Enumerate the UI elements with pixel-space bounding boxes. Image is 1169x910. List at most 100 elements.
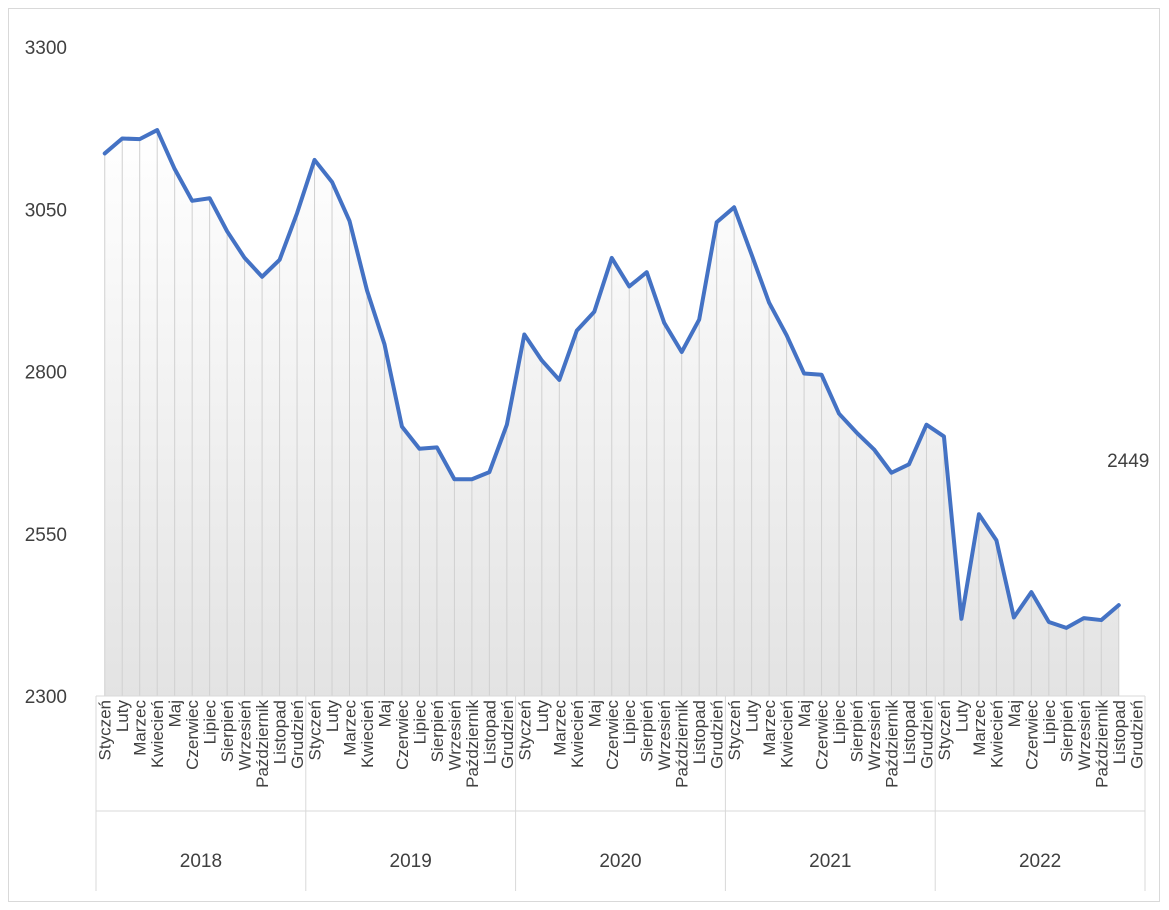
month-tick-label: Czerwiec (183, 700, 202, 770)
month-tick-label: Październik (882, 700, 901, 788)
month-tick-label: Kwiecień (987, 700, 1006, 768)
data-point (120, 137, 124, 141)
data-point (575, 329, 579, 333)
month-tick-label: Marzec (760, 700, 779, 756)
year-label: 2021 (809, 851, 851, 872)
month-tick-label: Styczeń (725, 700, 744, 760)
month-tick-label: Maj (1005, 700, 1024, 727)
year-label: 2022 (1019, 851, 1061, 872)
month-tick-label: Styczeń (306, 700, 325, 760)
data-point (1047, 620, 1051, 624)
data-point (103, 151, 107, 155)
month-tick-label: Maj (375, 700, 394, 727)
month-tick-label: Luty (323, 700, 342, 733)
data-point (662, 321, 666, 325)
month-tick-label: Sierpień (428, 700, 447, 762)
data-point (313, 158, 317, 162)
month-tick-label: Maj (166, 700, 185, 727)
month-tick-label: Grudzień (288, 700, 307, 769)
year-label: 2020 (599, 851, 641, 872)
month-tick-label: Lipiec (410, 700, 429, 745)
month-tick-label: Grudzień (498, 700, 517, 769)
month-tick-label: Listopad (900, 700, 919, 764)
data-point (470, 477, 474, 481)
data-point (697, 318, 701, 322)
data-point (942, 434, 946, 438)
chart-frame: 2300 2550 2800 3050 3300 Styczeń Luty Marzec Kw… (8, 8, 1160, 902)
month-tick-label: Luty (533, 700, 552, 733)
month-tick-label: Listopad (480, 700, 499, 764)
data-point (225, 229, 229, 233)
y-tick-label: 3300 (25, 38, 67, 59)
month-tick-label: Październik (673, 700, 692, 788)
data-point (610, 256, 614, 260)
data-point (138, 137, 142, 141)
month-tick-label: Lipiec (830, 700, 849, 745)
month-tick-label: Luty (113, 700, 132, 733)
data-point (1064, 626, 1068, 630)
data-point (994, 538, 998, 542)
data-point (260, 275, 264, 279)
data-point (540, 358, 544, 362)
month-tick-label: Sierpień (218, 700, 237, 762)
data-labels: 2449 (1107, 451, 1149, 472)
data-point (330, 180, 334, 184)
month-tick-label: Sierpień (638, 700, 657, 762)
data-point (855, 431, 859, 435)
data-point (155, 128, 159, 132)
month-tick-label: Lipiec (201, 700, 220, 745)
data-point (680, 350, 684, 354)
data-point (400, 425, 404, 429)
year-label: 2019 (390, 851, 432, 872)
data-point (522, 333, 526, 337)
data-point (365, 288, 369, 292)
month-tick-label: Kwiecień (148, 700, 167, 768)
month-tick-label: Wrzesień (655, 700, 674, 771)
data-point (837, 412, 841, 416)
data-label: 2449 (1107, 451, 1149, 472)
data-point (278, 258, 282, 262)
month-tick-label: Styczeń (935, 700, 954, 760)
data-point (872, 447, 876, 451)
y-tick-label: 2550 (25, 525, 67, 546)
data-point (889, 471, 893, 475)
month-tick-label: Czerwiec (603, 700, 622, 770)
drop-lines (104, 130, 1120, 696)
month-tick-label: Styczeń (96, 700, 115, 760)
month-tick-label: Listopad (690, 700, 709, 764)
data-point (295, 211, 299, 215)
data-point (417, 447, 421, 451)
data-point (645, 270, 649, 274)
data-point (1012, 615, 1016, 619)
data-point (1029, 590, 1033, 594)
month-tick-label: Marzec (550, 700, 569, 756)
data-point (487, 470, 491, 474)
data-point (715, 220, 719, 224)
month-tick-label: Wrzesień (865, 700, 884, 771)
month-tick-label: Marzec (341, 700, 360, 756)
month-tick-label: Lipiec (620, 700, 639, 745)
y-tick-label: 2800 (25, 363, 67, 384)
month-tick-label: Styczeń (515, 700, 534, 760)
data-point (382, 342, 386, 346)
month-tick-label: Październik (253, 700, 272, 788)
month-tick-label: Wrzesień (1075, 700, 1094, 771)
data-point (348, 219, 352, 223)
data-point (1099, 618, 1103, 622)
data-point (767, 301, 771, 305)
data-point (959, 617, 963, 621)
month-tick-label: Grudzień (917, 700, 936, 769)
month-tick-label: Maj (795, 700, 814, 727)
month-tick-label: Listopad (271, 700, 290, 764)
data-point (557, 378, 561, 382)
data-point (977, 512, 981, 516)
data-point (190, 199, 194, 203)
data-point (1117, 603, 1121, 607)
month-tick-label: Lipiec (1040, 700, 1059, 745)
month-tick-label: Sierpień (1057, 700, 1076, 762)
month-tick-label: Listopad (1110, 700, 1129, 764)
data-point (924, 423, 928, 427)
series-polyline (102, 128, 1121, 630)
data-point (452, 477, 456, 481)
